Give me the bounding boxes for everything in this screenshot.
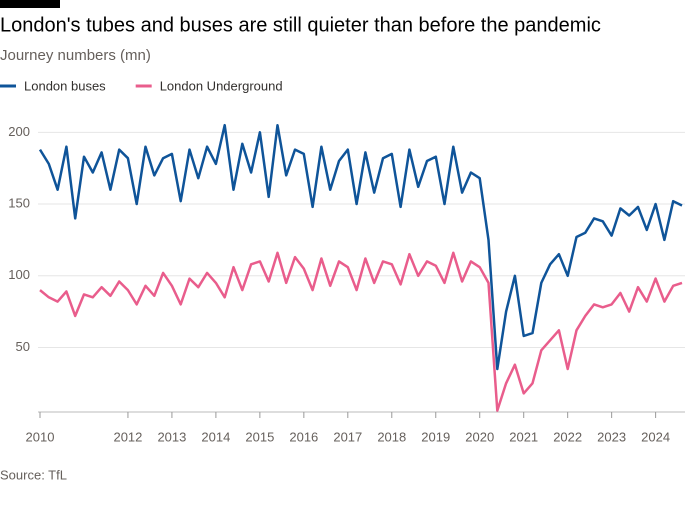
y-tick-label: 150	[8, 195, 30, 210]
x-tick-label: 2013	[157, 429, 186, 444]
x-tick-label: 2020	[465, 429, 494, 444]
x-tick-label: 2018	[377, 429, 406, 444]
x-tick-label: 2022	[553, 429, 582, 444]
x-tick-label: 2021	[509, 429, 538, 444]
chart-subtitle: Journey numbers (mn)	[0, 47, 151, 64]
legend-label: London Underground	[160, 78, 283, 93]
x-tick-label: 2015	[245, 429, 274, 444]
x-tick-label: 2023	[597, 429, 626, 444]
x-tick-label: 2010	[26, 429, 55, 444]
x-tick-label: 2019	[421, 429, 450, 444]
legend-label: London buses	[24, 78, 106, 93]
x-tick-label: 2014	[201, 429, 230, 444]
y-tick-label: 50	[16, 339, 30, 354]
chart-title: London's tubes and buses are still quiet…	[0, 14, 601, 36]
series-line	[38, 123, 683, 371]
brand-bar	[0, 0, 60, 8]
y-tick-label: 100	[8, 267, 30, 282]
series-line	[39, 251, 683, 412]
x-tick-label: 2024	[641, 429, 670, 444]
x-tick-label: 2017	[333, 429, 362, 444]
source: Source: TfL	[0, 467, 67, 482]
x-tick-label: 2012	[113, 429, 142, 444]
x-tick-label: 2016	[289, 429, 318, 444]
y-tick-label: 200	[8, 124, 30, 139]
